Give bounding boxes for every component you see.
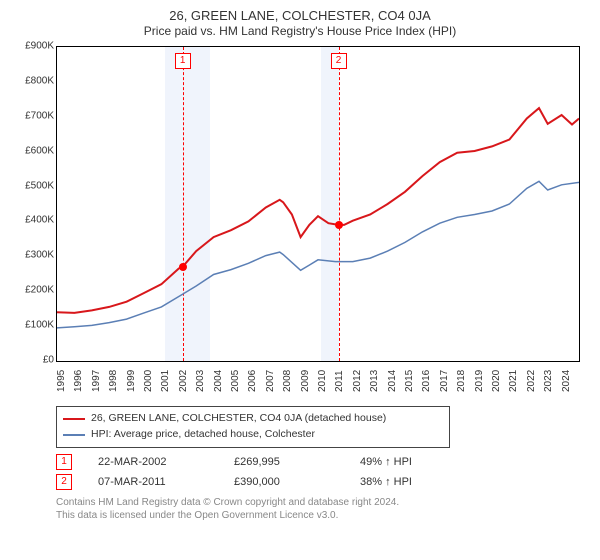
legend: 26, GREEN LANE, COLCHESTER, CO4 0JA (det… [56, 406, 450, 448]
x-tick-label: 2016 [421, 370, 427, 392]
x-tick-label: 2019 [474, 370, 480, 392]
series-line [57, 108, 579, 313]
sale-price: £269,995 [234, 456, 334, 468]
y-tick-label: £300K [10, 250, 54, 261]
legend-swatch [63, 434, 85, 436]
x-tick-label: 2018 [456, 370, 462, 392]
sale-dot [179, 263, 187, 271]
x-tick-label: 2001 [160, 370, 166, 392]
y-tick-label: £400K [10, 215, 54, 226]
footer-line-1: Contains HM Land Registry data © Crown c… [56, 496, 590, 510]
sale-index-box: 2 [56, 474, 72, 490]
title-subtitle: Price paid vs. HM Land Registry's House … [10, 24, 590, 38]
x-tick-label: 1998 [108, 370, 114, 392]
sale-dot [335, 221, 343, 229]
y-tick-label: £100K [10, 320, 54, 331]
x-tick-label: 2002 [178, 370, 184, 392]
x-tick-label: 2007 [265, 370, 271, 392]
x-tick-label: 1997 [91, 370, 97, 392]
x-tick-label: 2022 [526, 370, 532, 392]
title-address: 26, GREEN LANE, COLCHESTER, CO4 0JA [10, 8, 590, 23]
sale-marker-box: 2 [331, 53, 347, 69]
legend-label: HPI: Average price, detached house, Colc… [91, 427, 315, 443]
sale-date: 22-MAR-2002 [98, 456, 208, 468]
x-tick-label: 2006 [247, 370, 253, 392]
x-tick-label: 2009 [300, 370, 306, 392]
x-tick-label: 2004 [213, 370, 219, 392]
y-tick-label: £800K [10, 75, 54, 86]
x-tick-label: 2010 [317, 370, 323, 392]
sale-marker-box: 1 [175, 53, 191, 69]
series-line [57, 181, 579, 328]
x-tick-label: 2017 [439, 370, 445, 392]
x-tick-label: 2005 [230, 370, 236, 392]
x-axis-labels: 1995 1996 1997 1998 1999 2000 2001 2002 2003 2004… [56, 362, 580, 398]
legend-swatch [63, 418, 85, 420]
x-tick-label: 2011 [334, 370, 340, 392]
legend-row: 26, GREEN LANE, COLCHESTER, CO4 0JA (det… [63, 411, 443, 427]
x-tick-label: 2000 [143, 370, 149, 392]
sale-pct-vs-hpi: 38% ↑ HPI [360, 476, 412, 488]
sales-row: 2 07-MAR-2011 £390,000 38% ↑ HPI [56, 472, 590, 492]
footer-line-2: This data is licensed under the Open Gov… [56, 509, 590, 523]
x-tick-label: 2021 [508, 370, 514, 392]
y-tick-label: £200K [10, 285, 54, 296]
x-tick-label: 1996 [73, 370, 79, 392]
x-tick-label: 2024 [561, 370, 567, 392]
chart-area: £0 £100K £200K £300K £400K £500K £600K £700K £80… [10, 42, 590, 402]
x-tick-label: 2015 [404, 370, 410, 392]
x-tick-label: 2014 [387, 370, 393, 392]
sale-price: £390,000 [234, 476, 334, 488]
x-tick-label: 2020 [491, 370, 497, 392]
x-tick-label: 2012 [352, 370, 358, 392]
x-tick-label: 2003 [195, 370, 201, 392]
sales-table: 1 22-MAR-2002 £269,995 49% ↑ HPI 2 07-MAR-201… [56, 452, 590, 492]
line-svg [57, 47, 579, 361]
x-tick-label: 1999 [126, 370, 132, 392]
sale-pct-vs-hpi: 49% ↑ HPI [360, 456, 412, 468]
y-axis-labels: £0£100K£200K£300K£400K£500K£600K£700K£80… [10, 46, 56, 362]
x-tick-label: 2023 [543, 370, 549, 392]
x-tick-label: 1995 [56, 370, 62, 392]
y-tick-label: £700K [10, 110, 54, 121]
plot-region: 12 [56, 46, 580, 362]
y-tick-label: £0 [10, 355, 54, 366]
y-tick-label: £900K [10, 41, 54, 52]
sales-row: 1 22-MAR-2002 £269,995 49% ↑ HPI [56, 452, 590, 472]
sale-index-box: 1 [56, 454, 72, 470]
chart-container: 26, GREEN LANE, COLCHESTER, CO4 0JA Pric… [0, 0, 600, 529]
titles: 26, GREEN LANE, COLCHESTER, CO4 0JA Pric… [10, 8, 590, 38]
x-tick-label: 2013 [369, 370, 375, 392]
y-tick-label: £500K [10, 180, 54, 191]
legend-row: HPI: Average price, detached house, Colc… [63, 427, 443, 443]
legend-label: 26, GREEN LANE, COLCHESTER, CO4 0JA (det… [91, 411, 386, 427]
footer-attribution: Contains HM Land Registry data © Crown c… [56, 496, 590, 523]
sale-date: 07-MAR-2011 [98, 476, 208, 488]
y-tick-label: £600K [10, 145, 54, 156]
x-tick-label: 2008 [282, 370, 288, 392]
